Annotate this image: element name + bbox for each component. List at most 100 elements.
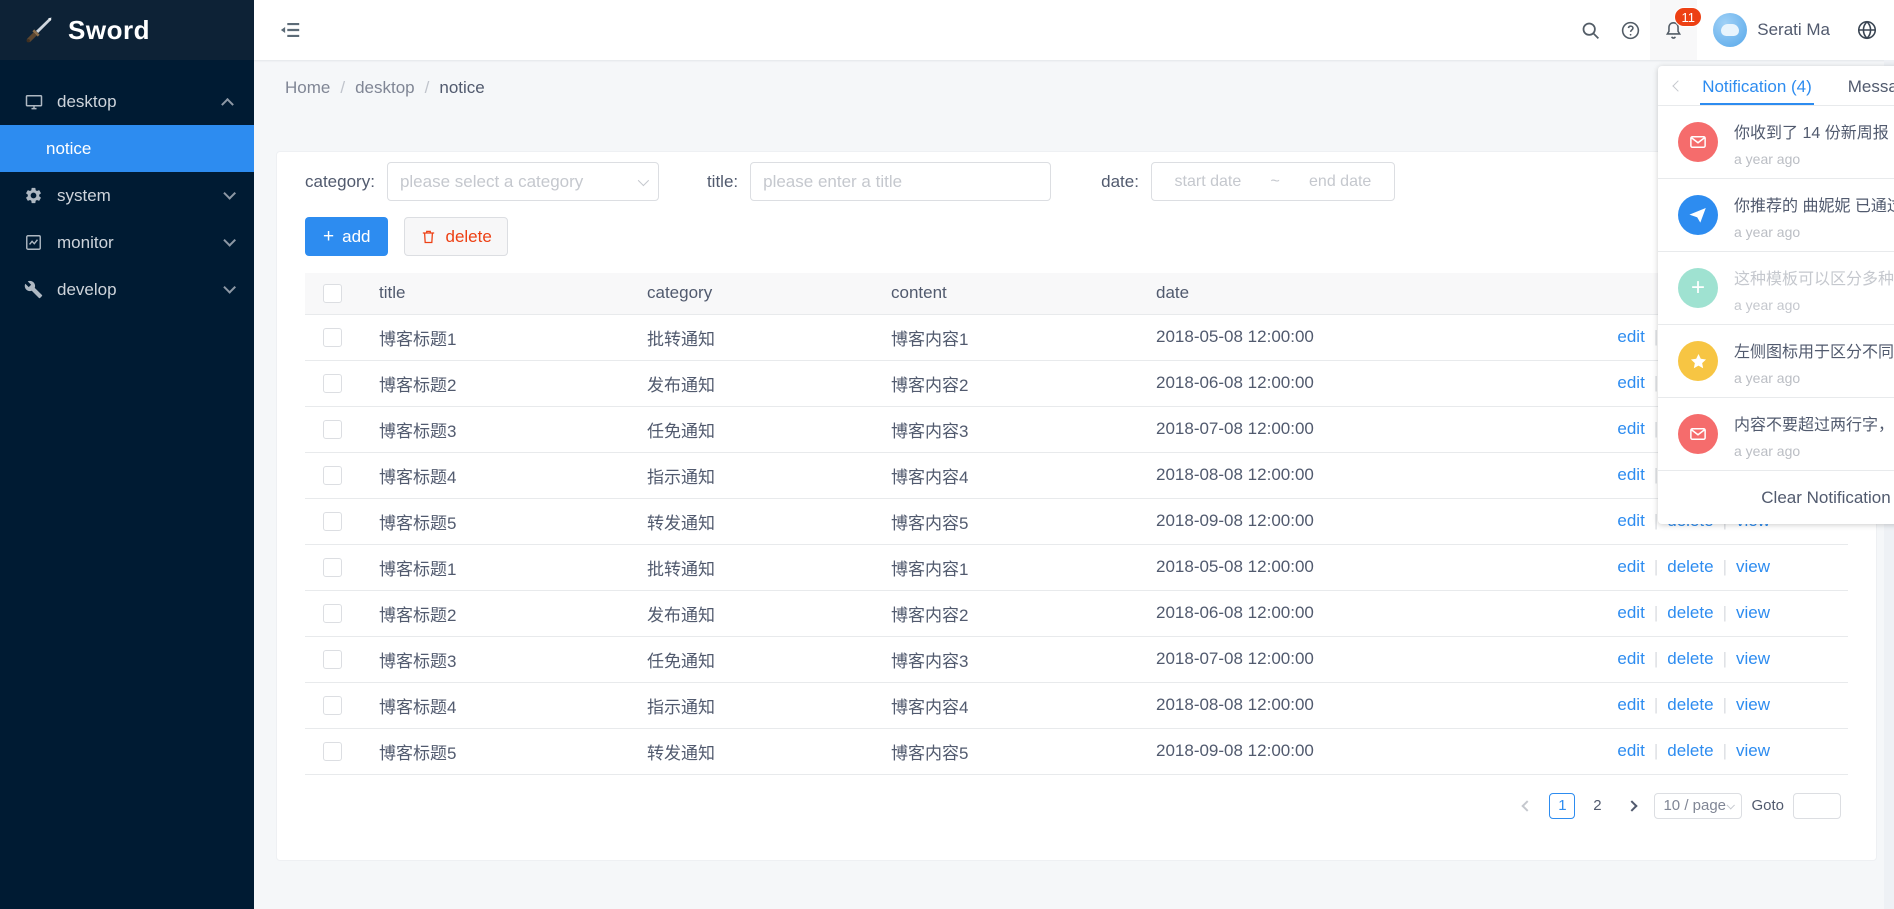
- table-row: 博客标题3 任免通知 博客内容3 2018-07-08 12:00:00 edi…: [305, 636, 1848, 683]
- goto-label: Goto: [1751, 797, 1784, 814]
- clear-notification-button[interactable]: Clear Notification: [1761, 487, 1891, 507]
- main-area: 11 Serati Ma Home / desktop: [254, 0, 1894, 909]
- breadcrumb-home[interactable]: Home: [285, 78, 331, 97]
- chevron-down-icon: [223, 234, 236, 247]
- title-label: title:: [706, 171, 739, 191]
- wrench-icon: [24, 280, 44, 300]
- tabs-scroll-left[interactable]: [1668, 79, 1688, 92]
- table-row: 博客标题5 转发通知 博客内容5 2018-09-08 12:00:00 edi…: [305, 728, 1848, 775]
- row-checkbox[interactable]: [323, 649, 342, 669]
- notifications-button[interactable]: 11: [1650, 0, 1703, 60]
- row-checkbox[interactable]: [323, 511, 342, 531]
- page-1-button[interactable]: 1: [1549, 792, 1576, 819]
- edit-link[interactable]: edit: [1617, 511, 1645, 530]
- table-toolbar: + add delete: [305, 217, 1848, 256]
- edit-link[interactable]: edit: [1617, 419, 1645, 438]
- chart-icon: [24, 233, 44, 253]
- user-name: Serati Ma: [1757, 20, 1830, 39]
- sidebar-item-desktop[interactable]: desktop: [0, 78, 254, 125]
- edit-link[interactable]: edit: [1617, 557, 1645, 576]
- view-link[interactable]: view: [1735, 557, 1770, 576]
- notification-item[interactable]: 左侧图标用于区分不同的类型 a year ago: [1658, 325, 1894, 398]
- edit-link[interactable]: edit: [1617, 741, 1645, 760]
- chevron-down-icon: [1726, 800, 1736, 810]
- sidebar-item-label: develop: [57, 279, 117, 299]
- user-menu[interactable]: Serati Ma: [1697, 13, 1846, 47]
- help-button[interactable]: [1610, 0, 1650, 60]
- select-all-checkbox[interactable]: [323, 283, 342, 303]
- delete-link[interactable]: delete: [1667, 741, 1714, 760]
- notification-tabs: Notification (4) Message (3): [1658, 66, 1894, 106]
- delete-link[interactable]: delete: [1667, 695, 1714, 714]
- row-checkbox[interactable]: [323, 603, 342, 623]
- delete-link[interactable]: delete: [1667, 603, 1714, 622]
- notification-item[interactable]: 你推荐的 曲妮妮 已通过第三轮面试 a year ago: [1658, 179, 1894, 252]
- edit-link[interactable]: edit: [1617, 649, 1645, 668]
- table-row: 博客标题1 批转通知 博客内容1 2018-05-08 12:00:00 edi…: [305, 544, 1848, 591]
- language-button[interactable]: [1846, 0, 1888, 60]
- trash-icon: [420, 228, 437, 245]
- row-checkbox[interactable]: [323, 373, 342, 393]
- filter-form: category: please select a category title…: [305, 162, 1848, 201]
- notification-item[interactable]: 你收到了 14 份新周报 a year ago: [1658, 106, 1894, 179]
- row-checkbox[interactable]: [323, 465, 342, 485]
- row-checkbox[interactable]: [323, 327, 342, 347]
- globe-icon: [1856, 19, 1878, 41]
- table-row: 博客标题1 批转通知 博客内容1 2018-05-08 12:00:00 edi…: [305, 314, 1848, 361]
- column-header-content: content: [873, 273, 1138, 315]
- delete-link[interactable]: delete: [1667, 649, 1714, 668]
- edit-link[interactable]: edit: [1617, 465, 1645, 484]
- sidebar-item-label: monitor: [57, 232, 114, 252]
- edit-link[interactable]: edit: [1617, 695, 1645, 714]
- delete-button[interactable]: delete: [404, 217, 508, 256]
- sidebar-item-develop[interactable]: develop: [0, 266, 254, 313]
- table-header-row: title category content date: [305, 273, 1848, 315]
- row-checkbox[interactable]: [323, 695, 342, 715]
- sidebar-item-system[interactable]: system: [0, 172, 254, 219]
- notification-item[interactable]: + 这种模板可以区分多种通知类型 a year ago: [1658, 252, 1894, 325]
- topbar: 11 Serati Ma: [254, 0, 1894, 60]
- avatar: [1713, 13, 1748, 47]
- pagination: 1 2 10 / page Goto: [305, 792, 1841, 819]
- date-label: date:: [1101, 171, 1139, 191]
- title-input[interactable]: [750, 162, 1052, 201]
- next-page-button[interactable]: [1619, 793, 1645, 819]
- edit-link[interactable]: edit: [1617, 373, 1645, 392]
- view-link[interactable]: view: [1735, 741, 1770, 760]
- tab-message[interactable]: Message (3): [1847, 76, 1894, 96]
- sidebar-item-monitor[interactable]: monitor: [0, 219, 254, 266]
- topbar-right: 11 Serati Ma: [1570, 0, 1894, 60]
- chevron-left-icon: [1672, 79, 1684, 92]
- breadcrumb-separator: /: [424, 78, 430, 97]
- row-checkbox[interactable]: [323, 557, 342, 577]
- view-link[interactable]: view: [1735, 603, 1770, 622]
- view-link[interactable]: view: [1735, 695, 1770, 714]
- logo[interactable]: Sword: [0, 0, 254, 60]
- sidebar-menu: desktop notice system: [0, 78, 254, 313]
- page-size-select[interactable]: 10 / page: [1654, 792, 1743, 819]
- date-range-picker[interactable]: start date ~ end date: [1150, 162, 1395, 201]
- menu-fold-button[interactable]: [270, 10, 310, 50]
- category-placeholder: please select a category: [399, 171, 584, 191]
- breadcrumb-desktop[interactable]: desktop: [355, 78, 415, 97]
- edit-link[interactable]: edit: [1617, 603, 1645, 622]
- column-header-category: category: [629, 273, 873, 315]
- prev-page-button[interactable]: [1514, 793, 1540, 819]
- category-select[interactable]: please select a category: [386, 162, 659, 201]
- notification-item[interactable]: 内容不要超过两行字，超出时自动截断 a year ago: [1658, 398, 1894, 471]
- chevron-right-icon: [1626, 799, 1639, 812]
- row-checkbox[interactable]: [323, 741, 342, 761]
- notification-time: a year ago: [1734, 297, 1801, 313]
- tab-notification[interactable]: Notification (4): [1688, 66, 1826, 106]
- delete-link[interactable]: delete: [1667, 557, 1714, 576]
- edit-link[interactable]: edit: [1617, 327, 1645, 346]
- row-checkbox[interactable]: [323, 419, 342, 439]
- add-button[interactable]: + add: [305, 217, 389, 256]
- sidebar-item-notice[interactable]: notice: [0, 125, 254, 172]
- chevron-down-icon: [223, 281, 236, 294]
- page-2-button[interactable]: 2: [1593, 797, 1602, 814]
- search-button[interactable]: [1570, 0, 1610, 60]
- goto-page-input[interactable]: [1793, 792, 1841, 819]
- view-link[interactable]: view: [1735, 649, 1770, 668]
